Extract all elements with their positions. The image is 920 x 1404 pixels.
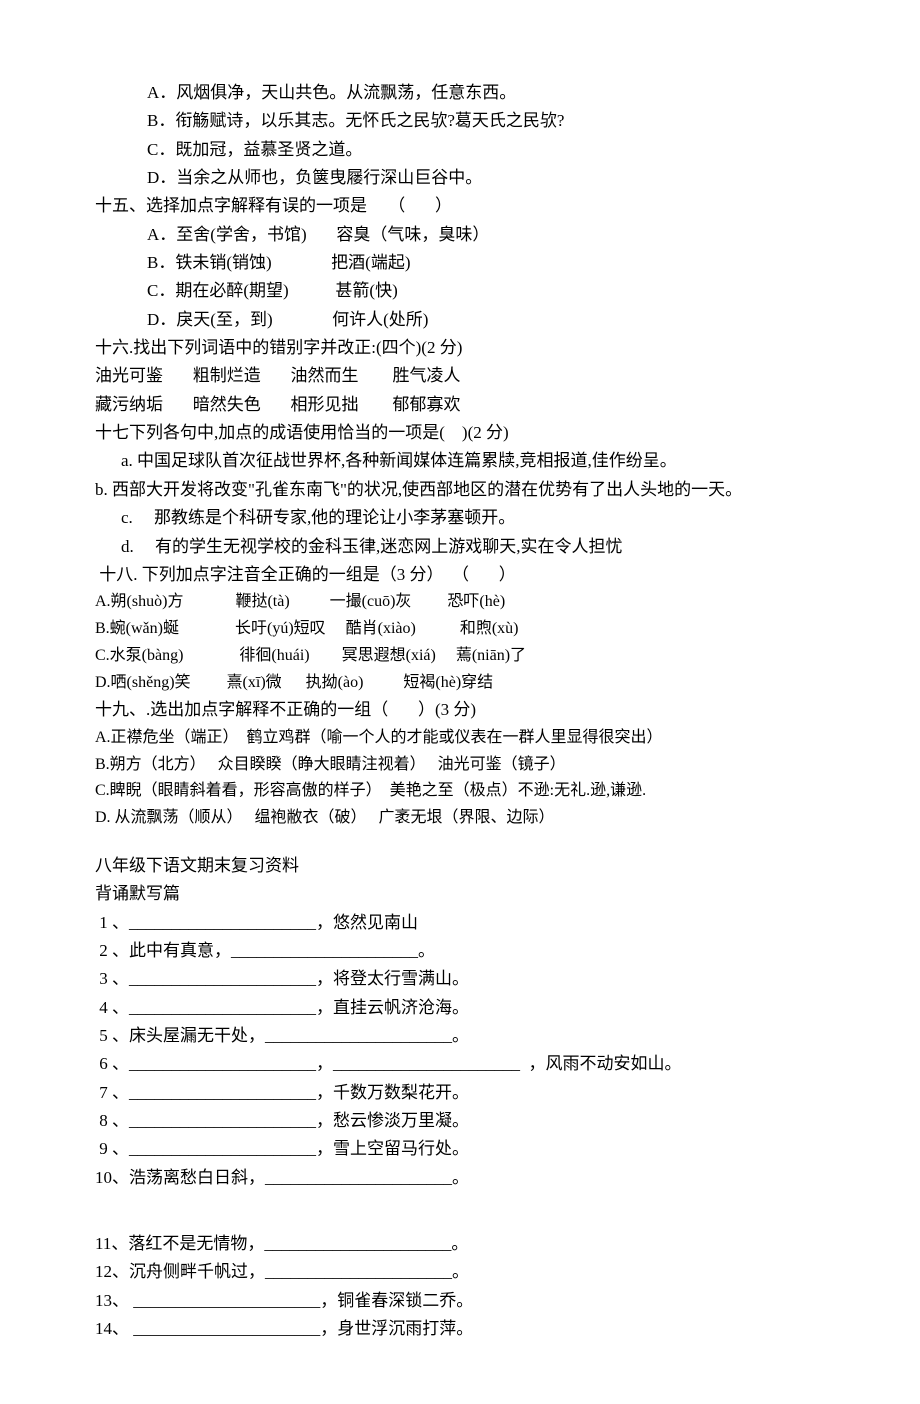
text-line: B.蜿(wǎn)蜒 长吁(yú)短叹 酷肖(xiào) 和煦(xù) bbox=[95, 617, 825, 642]
text-line: C．期在必醉(期望) 甚箭(快) bbox=[95, 278, 825, 304]
text-line: c. 那教练是个科研专家,他的理论让小李茅塞顿开。 bbox=[95, 505, 825, 531]
text-line: 13、 ______________________，铜雀春深锁二乔。 bbox=[95, 1288, 825, 1314]
text-line: D．戾天(至，到) 何许人(处所) bbox=[95, 307, 825, 333]
text-line: 3 、______________________，将登太行雪满山。 bbox=[95, 966, 825, 992]
text-line: 2 、此中有真意，______________________。 bbox=[95, 938, 825, 964]
text-line: B.朔方（北方） 众目睽睽（睁大眼睛注视着） 油光可鉴（镜子） bbox=[95, 753, 825, 778]
text-line: 7 、______________________，千数万数梨花开。 bbox=[95, 1080, 825, 1106]
text-line: D.哂(shěng)笑 熹(xī)微 执拗(ào) 短褐(hè)穿结 bbox=[95, 671, 825, 696]
text-line: 十八. 下列加点字注音全正确的一组是（3 分） （ ） bbox=[95, 562, 825, 588]
text-line: 油光可鉴 粗制烂造 油然而生 胜气凌人 bbox=[95, 363, 825, 389]
text-line: a. 中国足球队首次征战世界杯,各种新闻媒体连篇累牍,竞相报道,佳作纷呈。 bbox=[95, 448, 825, 474]
text-line: 12、沉舟侧畔千帆过，______________________。 bbox=[95, 1259, 825, 1285]
text-line: 十五、选择加点字解释有误的一项是 （ ） bbox=[95, 193, 825, 219]
text-line: 背诵默写篇 bbox=[95, 881, 825, 907]
text-line: d. 有的学生无视学校的金科玉律,迷恋网上游戏聊天,实在令人担忧 bbox=[95, 534, 825, 560]
text-line: 4 、______________________，直挂云帆济沧海。 bbox=[95, 995, 825, 1021]
text-line: 5 、床头屋漏无干处，______________________。 bbox=[95, 1023, 825, 1049]
text-line: 14、 ______________________，身世浮沉雨打萍。 bbox=[95, 1316, 825, 1342]
text-line: 藏污纳垢 暗然失色 相形见拙 郁郁寡欢 bbox=[95, 392, 825, 418]
text-line: A.朔(shuò)方 鞭挞(tà) 一撮(cuō)灰 恐吓(hè) bbox=[95, 590, 825, 615]
text-line: 10、浩荡离愁白日斜，______________________。 bbox=[95, 1165, 825, 1191]
text-line: 6 、______________________，______________… bbox=[95, 1051, 825, 1077]
text-line: C.水泵(bàng) 徘徊(huái) 冥思遐想(xiá) 蔫(niān)了 bbox=[95, 644, 825, 669]
text-line: 十七下列各句中,加点的成语使用恰当的一项是( )(2 分) bbox=[95, 420, 825, 446]
document-body: A．风烟俱净，天山共色。从流飘荡，任意东西。B．衔觞赋诗，以乐其志。无怀氏之民欤… bbox=[95, 80, 825, 1342]
text-line: C．既加冠，益慕圣贤之道。 bbox=[95, 137, 825, 163]
text-line: B．衔觞赋诗，以乐其志。无怀氏之民欤?葛天氏之民欤? bbox=[95, 108, 825, 134]
text-line: 8 、______________________，愁云惨淡万里凝。 bbox=[95, 1108, 825, 1134]
text-line: 八年级下语文期末复习资料 bbox=[95, 853, 825, 879]
text-line: A．至舍(学舍，书馆) 容臭（气味，臭味） bbox=[95, 222, 825, 248]
text-line: D. 从流飘荡（顺从） 缊袍敝衣（破） 广袤无垠（界限、边际） bbox=[95, 806, 825, 831]
text-line: 9 、______________________，雪上空留马行处。 bbox=[95, 1136, 825, 1162]
text-line: 1 、______________________，悠然见南山 bbox=[95, 910, 825, 936]
text-line: D．当余之从师也，负箧曳屦行深山巨谷中。 bbox=[95, 165, 825, 191]
text-line: A.正襟危坐（端正） 鹤立鸡群（喻一个人的才能或仪表在一群人里显得很突出） bbox=[95, 726, 825, 751]
text-line: B．铁未销(销蚀) 把酒(端起) bbox=[95, 250, 825, 276]
text-line: 11、落红不是无情物，______________________。 bbox=[95, 1231, 825, 1257]
text-line: b. 西部大开发将改变"孔雀东南飞"的状况,使西部地区的潜在优势有了出人头地的一… bbox=[95, 477, 825, 503]
text-line: C.睥睨（眼睛斜着看，形容高傲的样子） 美艳之至（极点）不逊:无礼.逊,谦逊. bbox=[95, 779, 825, 804]
text-line: 十六.找出下列词语中的错别字并改正:(四个)(2 分) bbox=[95, 335, 825, 361]
text-line: A．风烟俱净，天山共色。从流飘荡，任意东西。 bbox=[95, 80, 825, 106]
text-line: 十九、.选出加点字解释不正确的一组（ ）(3 分) bbox=[95, 697, 825, 723]
